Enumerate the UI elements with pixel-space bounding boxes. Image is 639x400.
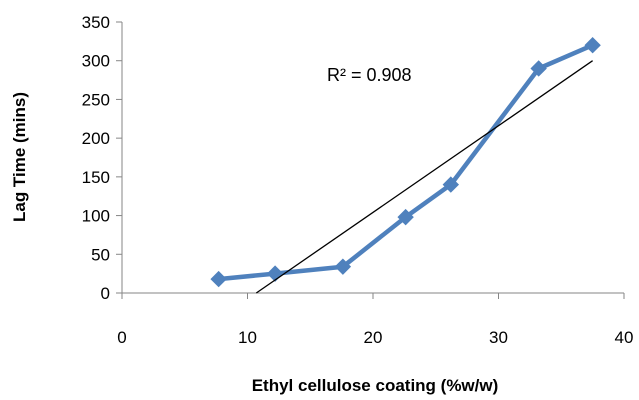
x-tick-label: 10 (238, 328, 257, 347)
y-tick-label: 100 (82, 207, 110, 226)
data-point-marker (530, 60, 547, 77)
y-tick-label: 0 (101, 284, 110, 303)
data-point-marker (210, 270, 227, 288)
data-point-marker (442, 176, 460, 193)
plot-area (210, 37, 601, 294)
r-squared-annotation: R² = 0.908 (327, 65, 412, 85)
data-point-marker (266, 265, 284, 282)
y-tick-label: 150 (82, 168, 110, 187)
data-point-marker (334, 258, 352, 275)
trendline (255, 60, 593, 294)
y-ticks: 0 50 100 150 200 250 300 350 (82, 13, 122, 303)
y-axis-title: Lag Time (mins) (10, 92, 29, 222)
y-tick-label: 50 (91, 245, 110, 264)
y-tick-label: 350 (82, 13, 110, 32)
data-point-marker (397, 208, 414, 226)
x-tick-label: 40 (615, 328, 634, 347)
x-axis-title: Ethyl cellulose coating (%w/w) (252, 376, 499, 395)
x-ticks: 0 10 20 30 40 (117, 293, 633, 347)
data-point-marker (584, 37, 601, 54)
y-tick-label: 300 (82, 52, 110, 71)
x-tick-label: 30 (489, 328, 508, 347)
y-tick-label: 200 (82, 129, 110, 148)
x-tick-label: 20 (364, 328, 383, 347)
x-tick-label: 0 (117, 328, 126, 347)
y-tick-label: 250 (82, 90, 110, 109)
